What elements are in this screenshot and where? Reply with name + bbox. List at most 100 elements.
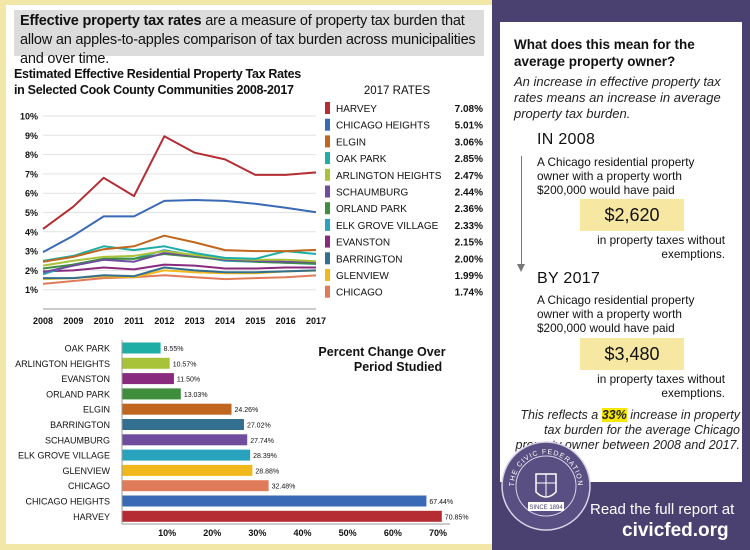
series-line-oak-park bbox=[42, 245, 317, 262]
x-tick-label: 2015 bbox=[245, 316, 265, 326]
legend-rate-glenview: 1.99% bbox=[455, 271, 483, 282]
legend-rate-arlington-heights: 2.47% bbox=[455, 171, 483, 182]
charts-svg: 1% 2% 3% 4% 5% 6% 7% 8% 9% 10% 2008 2009 2010 2011 201… bbox=[15, 85, 483, 538]
legend-name-chicago-heights: CHICAGO HEIGHTS bbox=[336, 121, 430, 132]
bar-schaumburg bbox=[122, 434, 248, 446]
bar-value-label: 27.74% bbox=[250, 438, 274, 445]
y-tick-label: 10% bbox=[20, 112, 38, 122]
y-tick-label: 9% bbox=[25, 131, 38, 141]
bar-chicago bbox=[122, 480, 269, 492]
series-line-elgin bbox=[42, 234, 317, 263]
bar-chicago-heights bbox=[122, 495, 427, 507]
conclusion: This reflects a 33% increase in property… bbox=[512, 408, 740, 453]
y-tick-label: 4% bbox=[25, 227, 38, 237]
legend-swatch-chicago bbox=[325, 285, 330, 298]
legend-rate-chicago: 1.74% bbox=[455, 288, 483, 299]
bar-value-label: 24.26% bbox=[235, 407, 259, 414]
bar-category-label: HARVEY bbox=[73, 512, 110, 522]
series-line-chicago-heights bbox=[42, 199, 317, 253]
y-tick-label: 1% bbox=[25, 285, 38, 295]
bar-value-label: 27.02% bbox=[247, 423, 271, 430]
legend-name-barrington: BARRINGTON bbox=[336, 254, 403, 265]
legend-swatch-harvey bbox=[325, 102, 330, 114]
y-tick-label: 6% bbox=[25, 189, 38, 199]
x-tick-label: 2016 bbox=[276, 316, 296, 326]
timeline-line bbox=[521, 156, 522, 266]
bar-value-label: 10.57% bbox=[173, 361, 197, 368]
bar-barrington bbox=[122, 419, 244, 430]
bar-value-label: 13.03% bbox=[184, 392, 208, 399]
legend-swatch-oak-park bbox=[325, 152, 330, 165]
legend-rate-harvey: 7.08% bbox=[455, 104, 483, 115]
x-tick-label: 2017 bbox=[306, 316, 326, 326]
series-line-evanston bbox=[42, 263, 316, 273]
bar-category-label: GLENVIEW bbox=[62, 466, 110, 476]
bar-elk-grove-village bbox=[122, 449, 251, 461]
amount-2008: $2,620 bbox=[580, 199, 684, 231]
bar-value-label: 8.55% bbox=[164, 346, 184, 353]
explainer-panel bbox=[500, 22, 742, 482]
bar-glenview bbox=[122, 464, 253, 476]
series-line-chicago bbox=[42, 274, 317, 285]
bar-chart-title-line2: Period Studied bbox=[354, 360, 442, 374]
bar-x-tick-label: 50% bbox=[339, 528, 357, 538]
bar-oak-park bbox=[122, 342, 161, 354]
y-tick-label: 2% bbox=[25, 266, 38, 276]
text-2008: A Chicago residential property owner wit… bbox=[537, 155, 695, 197]
conclusion-pre: This reflects a bbox=[520, 408, 602, 422]
bar-x-tick-label: 60% bbox=[384, 528, 402, 538]
bar-category-label: CHICAGO bbox=[68, 481, 110, 491]
site-link[interactable]: civicfed.org bbox=[622, 520, 729, 541]
legend-swatch-orland-park bbox=[325, 202, 330, 215]
bar-x-tick-label: 20% bbox=[203, 528, 221, 538]
bar-x-tick-label: 10% bbox=[158, 528, 176, 538]
conclusion-post: increase in property tax burden for the … bbox=[515, 408, 740, 452]
legend-swatch-schaumburg bbox=[325, 185, 330, 198]
conclusion-pct: 33% bbox=[601, 408, 627, 422]
text-2017: A Chicago residential property owner wit… bbox=[537, 293, 695, 335]
legend-name-evanston: EVANSTON bbox=[336, 238, 390, 249]
after-2017: in property taxes without exemptions. bbox=[597, 372, 725, 400]
bar-x-tick-label: 40% bbox=[294, 528, 312, 538]
legend-rate-evanston: 2.15% bbox=[455, 238, 483, 249]
bar-category-label: OAK PARK bbox=[65, 344, 110, 354]
x-tick-label: 2008 bbox=[33, 316, 53, 326]
bar-value-label: 67.44% bbox=[429, 499, 453, 506]
bar-category-label: ELGIN bbox=[83, 405, 110, 415]
legend-name-chicago: CHICAGO bbox=[336, 288, 383, 299]
series-line-barrington bbox=[43, 266, 317, 280]
series-line-harvey bbox=[42, 135, 317, 230]
legend-name-glenview: GLENVIEW bbox=[336, 271, 389, 282]
x-tick-label: 2014 bbox=[215, 316, 235, 326]
frame-top bbox=[0, 0, 492, 5]
frame-bottom bbox=[0, 544, 492, 550]
legend-swatch-evanston bbox=[325, 235, 330, 248]
frame-left bbox=[0, 0, 6, 550]
x-tick-label: 2009 bbox=[63, 316, 83, 326]
x-tick-label: 2013 bbox=[185, 316, 205, 326]
bar-category-label: CHICAGO HEIGHTS bbox=[25, 497, 110, 507]
amount-2017: $3,480 bbox=[580, 338, 684, 370]
legend-rate-barrington: 2.00% bbox=[455, 254, 483, 265]
bar-value-label: 70.85% bbox=[445, 514, 469, 521]
legend-name-orland-park: ORLAND PARK bbox=[336, 204, 407, 215]
legend-title: 2017 RATES bbox=[364, 85, 431, 97]
legend-name-harvey: HARVEY bbox=[336, 104, 377, 115]
seal-year: SINCE 1894 bbox=[529, 505, 563, 511]
panel-title: What does this mean for the average prop… bbox=[514, 37, 695, 69]
legend-rate-elk-grove-village: 2.33% bbox=[455, 221, 483, 232]
bar-chart-title-line1: Percent Change Over bbox=[318, 345, 445, 359]
legend-swatch-glenview bbox=[325, 269, 330, 281]
bar-orland-park bbox=[122, 388, 181, 400]
legend-swatch-elgin bbox=[325, 135, 330, 148]
legend-name-schaumburg: SCHAUMBURG bbox=[336, 188, 408, 199]
series-line-schaumburg bbox=[42, 252, 317, 274]
intro-header: Effective property tax rates are a measu… bbox=[14, 10, 484, 67]
bar-category-label: ORLAND PARK bbox=[46, 389, 110, 399]
bar-value-label: 11.50% bbox=[177, 377, 200, 384]
legend: 2017 RATES HARVEY 7.08% CHICAGO HEIGHTS 5.01… bbox=[325, 85, 483, 299]
bar-category-label: SCHAUMBURG bbox=[45, 435, 110, 445]
y-tick-label: 5% bbox=[25, 208, 38, 218]
legend-swatch-arlington-heights bbox=[325, 168, 330, 181]
